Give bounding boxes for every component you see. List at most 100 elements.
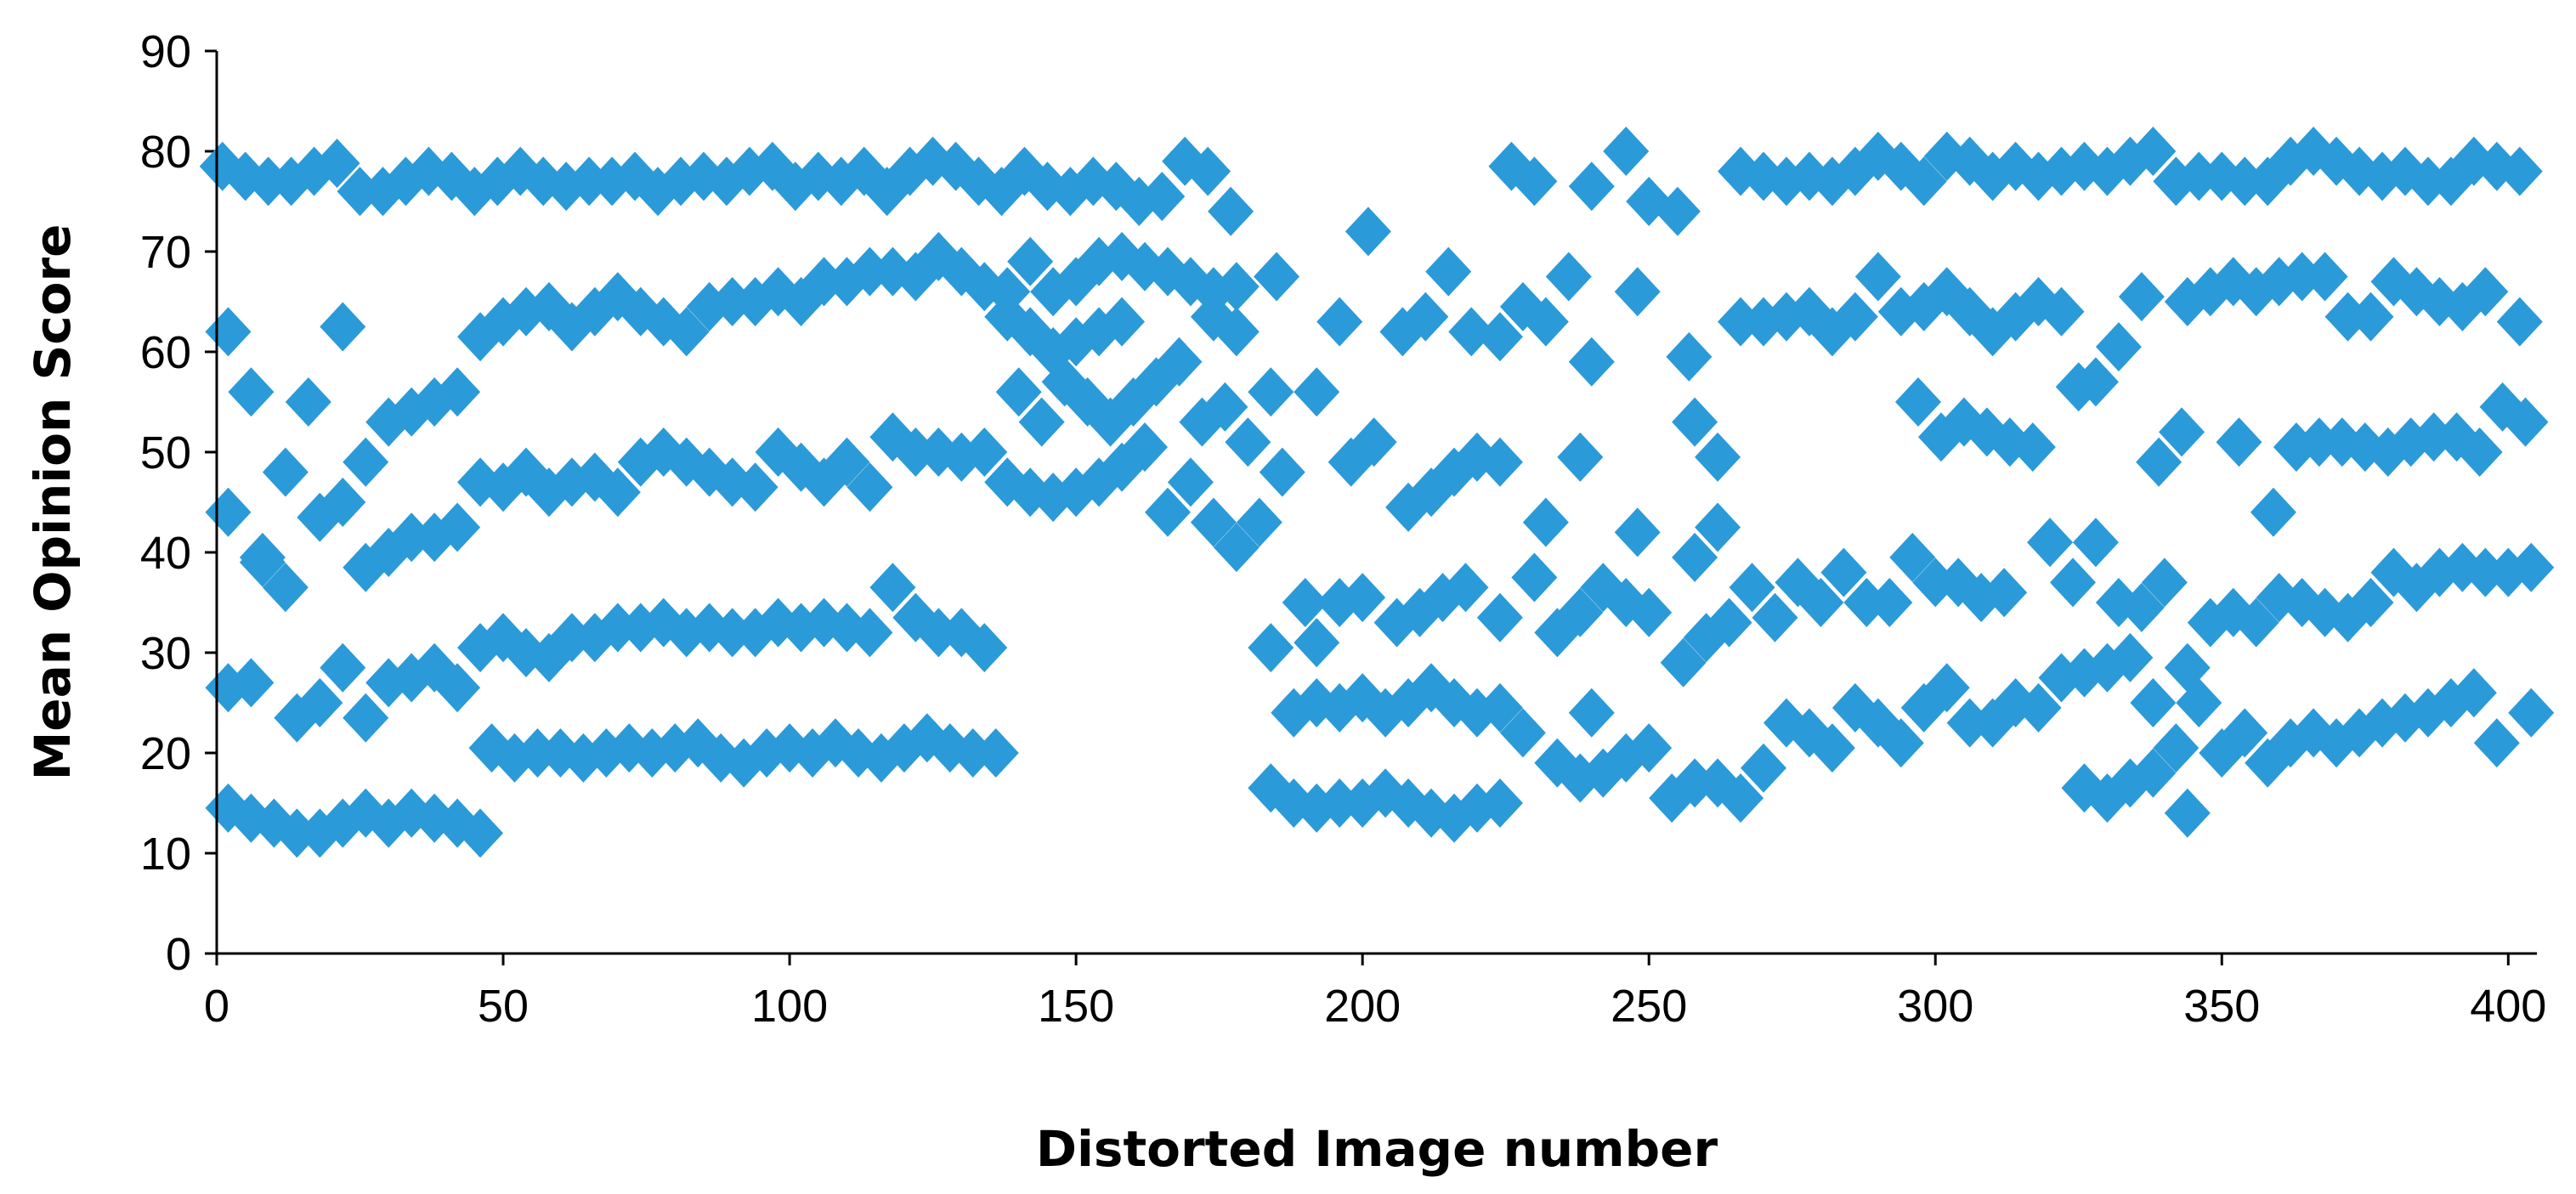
data-point [2107,632,2154,682]
data-point [1122,422,1168,473]
data-point [2176,678,2222,727]
y-tick-label: 10 [140,829,191,880]
data-point [1963,407,2010,457]
data-point [1248,367,1294,417]
data-point [2050,557,2096,608]
data-point [1213,307,1260,357]
data-point [1499,708,1546,758]
data-point [1603,127,1650,176]
data-point [1695,432,1741,482]
data-point [2508,688,2555,738]
data-point [2462,267,2509,317]
data-point [2456,427,2503,477]
x-tick-label: 300 [1897,981,1973,1032]
data-point [1568,337,1615,387]
data-point [1476,778,1523,828]
data-point [1626,723,1673,773]
x-axis-ticks: 0 50 100 150 200 250 300 350 400 [204,954,2546,1032]
data-point [434,502,481,552]
data-point [1729,563,1775,613]
data-point [2233,597,2279,648]
data-point [1442,563,1489,613]
data-point [1568,161,1615,212]
data-point [835,728,881,778]
data-point [594,467,641,518]
data-point [228,367,275,417]
data-point [2502,397,2549,447]
data-point [1282,578,1328,627]
data-point [1545,252,1592,302]
data-point [1350,417,1397,467]
data-point [1889,532,1936,582]
data-point [1202,382,1248,432]
data-point [1511,552,1558,603]
data-point [1718,773,1764,823]
data-point [320,302,366,352]
data-point [1900,156,1947,207]
data-point [434,663,481,713]
data-point [1190,497,1237,547]
data-point [2015,682,2062,733]
data-point [2301,252,2348,302]
data-point [1225,417,1271,467]
data-point [1706,597,1752,648]
data-point [1672,532,1718,582]
data-point [2496,297,2543,347]
data-point [2118,582,2165,632]
data-point [1820,547,1867,597]
data-point [2473,718,2520,768]
data-point [1614,507,1661,557]
data-point [2347,291,2394,342]
x-tick-label: 150 [1038,981,1114,1032]
x-tick-label: 400 [2470,981,2546,1032]
data-point [1660,637,1707,688]
data-point [1316,297,1363,347]
data-point [205,307,252,357]
data-point [2136,437,2183,487]
data-point [320,478,366,527]
data-point [1752,592,1798,642]
data-point [262,447,309,497]
data-point [1294,618,1340,668]
y-tick-label: 80 [140,127,191,178]
data-point [1866,578,1913,627]
data-point [2038,286,2085,337]
data-point [2347,578,2394,627]
data-point [2130,678,2177,727]
data-point [961,427,1008,477]
data-point [365,397,412,447]
x-tick-label: 100 [751,981,828,1032]
data-point [2055,362,2102,412]
data-point [1018,397,1065,447]
data-point [1614,267,1661,317]
data-point [961,623,1008,673]
data-point [2216,417,2262,467]
data-point [1672,397,1718,447]
data-point [1208,186,1254,236]
data-point [1294,367,1340,417]
data-point [2130,127,2177,176]
data-point [869,563,916,613]
y-tick-label: 70 [140,227,191,278]
data-point [1695,502,1741,552]
data-point [1236,497,1282,547]
data-point [2027,518,2074,568]
data-point [663,307,710,357]
data-point [1213,262,1260,312]
y-tick-label: 30 [140,628,191,679]
y-tick-label: 20 [140,728,191,779]
data-point [1259,447,1305,497]
data-point [1476,312,1523,362]
data-point [1557,432,1604,482]
data-point [1522,297,1569,347]
data-point [343,437,389,487]
x-tick-label: 200 [1324,981,1401,1032]
data-point [1557,587,1604,637]
data-point [2130,748,2177,798]
data-point [2222,708,2268,758]
data-point [262,563,309,613]
data-point [239,537,286,587]
data-point [457,808,504,858]
data-point [846,608,893,658]
